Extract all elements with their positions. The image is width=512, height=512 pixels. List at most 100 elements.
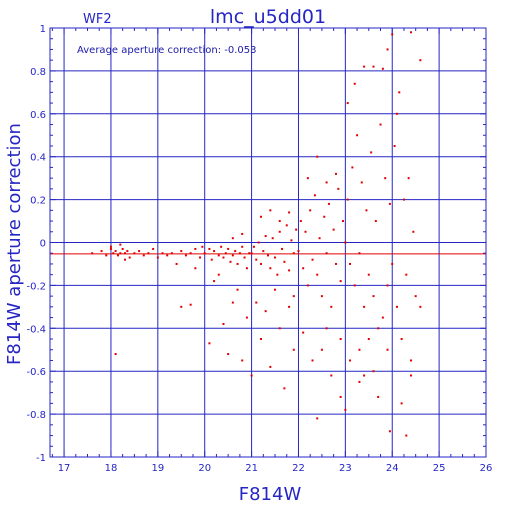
data-point — [325, 252, 328, 255]
data-point — [274, 288, 277, 291]
data-point — [142, 254, 145, 257]
data-point — [353, 284, 356, 287]
data-point — [306, 177, 309, 180]
data-point — [267, 254, 269, 257]
data-point — [156, 256, 159, 259]
data-point — [318, 237, 321, 240]
data-point — [255, 258, 258, 261]
data-point — [337, 187, 340, 190]
data-point — [241, 232, 244, 235]
data-point — [217, 254, 220, 257]
data-point — [363, 305, 366, 308]
data-point — [250, 374, 253, 377]
data-point — [356, 134, 359, 137]
data-point — [203, 252, 206, 255]
data-point — [208, 342, 211, 345]
data-point — [299, 220, 302, 223]
data-point — [252, 245, 255, 248]
x-tick-label: 26 — [480, 463, 493, 474]
data-point — [255, 301, 258, 304]
data-point — [250, 252, 253, 255]
data-point — [353, 82, 356, 85]
data-point — [309, 209, 312, 212]
data-point — [344, 408, 347, 411]
data-point — [339, 280, 342, 283]
data-point — [189, 303, 192, 306]
data-point — [224, 252, 227, 255]
data-point — [409, 374, 412, 377]
data-point — [234, 250, 237, 253]
data-point — [292, 348, 295, 351]
data-point — [269, 267, 272, 270]
data-point — [386, 348, 389, 351]
x-tick-label: 19 — [151, 463, 164, 474]
data-point — [400, 402, 403, 405]
data-point — [407, 177, 410, 180]
data-point — [241, 245, 244, 248]
data-point — [325, 327, 328, 330]
data-point — [194, 267, 197, 270]
y-tick-label: 0.2 — [30, 196, 46, 207]
x-tick-label: 24 — [386, 463, 399, 474]
data-point — [269, 209, 272, 212]
data-point — [323, 215, 326, 218]
y-tick-label: -1 — [36, 453, 46, 464]
data-point — [377, 327, 380, 330]
data-point — [297, 250, 300, 253]
data-point — [327, 202, 330, 205]
data-point — [259, 338, 262, 341]
data-point — [358, 252, 361, 255]
data-point — [292, 252, 295, 255]
data-point — [402, 198, 405, 201]
data-point — [170, 252, 173, 255]
data-point — [374, 220, 377, 223]
data-point — [236, 262, 239, 265]
data-points — [91, 31, 422, 437]
data-point — [274, 256, 277, 259]
data-point — [320, 295, 323, 298]
data-point — [332, 228, 335, 231]
data-point — [412, 230, 415, 233]
data-point — [217, 273, 220, 276]
corner-label: WF2 — [83, 12, 112, 27]
data-point — [391, 262, 394, 265]
data-point — [175, 262, 178, 265]
data-point — [210, 258, 213, 261]
data-point — [231, 237, 234, 240]
data-point — [231, 254, 234, 257]
y-tick-label: 0.8 — [30, 67, 46, 78]
data-point — [201, 245, 204, 248]
data-point — [133, 252, 136, 255]
data-point — [302, 331, 305, 334]
data-point — [288, 211, 291, 214]
data-point — [227, 247, 230, 250]
data-point — [161, 252, 164, 255]
data-point — [283, 260, 286, 263]
data-point — [316, 273, 319, 276]
data-point — [360, 181, 363, 184]
data-point — [384, 177, 387, 180]
data-point — [147, 252, 150, 255]
data-point — [381, 316, 384, 319]
data-point — [292, 295, 295, 298]
chart-title: lmc_u5dd01 — [210, 6, 326, 28]
data-point — [126, 250, 129, 253]
data-point — [311, 359, 314, 362]
data-point — [377, 395, 380, 398]
data-point — [100, 250, 103, 253]
x-tick-label: 22 — [292, 463, 305, 474]
data-point — [379, 123, 382, 126]
data-point — [349, 359, 352, 362]
data-point — [222, 323, 225, 326]
data-point — [381, 67, 384, 70]
data-point — [241, 359, 244, 362]
x-axis-label: F814W — [239, 484, 302, 505]
data-point — [311, 258, 314, 261]
data-point — [367, 273, 370, 276]
data-point — [288, 269, 291, 272]
y-axis-label: F814W aperture correction — [4, 123, 25, 365]
annotation-text: Average aperture correction: -0.053 — [77, 45, 257, 56]
data-point — [105, 254, 108, 257]
